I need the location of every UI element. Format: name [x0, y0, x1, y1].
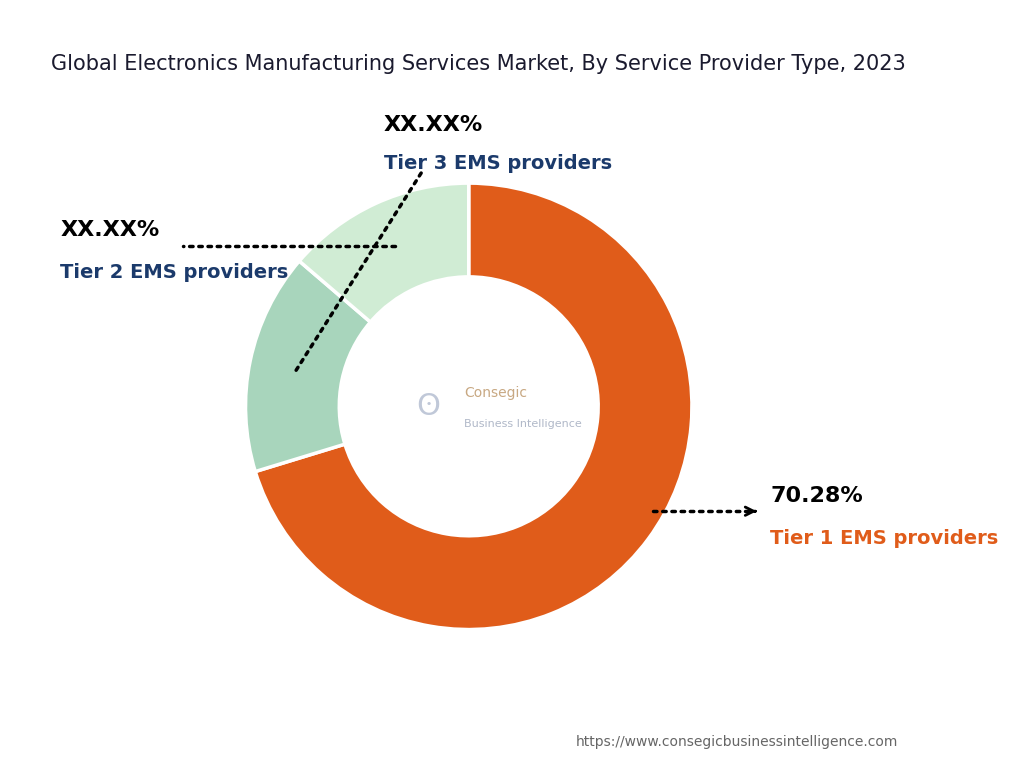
Text: Tier 3 EMS providers: Tier 3 EMS providers	[384, 154, 612, 173]
Text: Consegic: Consegic	[464, 386, 527, 400]
Text: ʘ: ʘ	[417, 392, 440, 421]
Text: Global Electronics Manufacturing Services Market, By Service Provider Type, 2023: Global Electronics Manufacturing Service…	[51, 54, 906, 74]
Text: https://www.consegicbusinessintelligence.com: https://www.consegicbusinessintelligence…	[577, 735, 898, 749]
Text: Business Intelligence: Business Intelligence	[464, 419, 582, 429]
Text: Tier 1 EMS providers: Tier 1 EMS providers	[770, 528, 998, 548]
Wedge shape	[246, 261, 371, 472]
Wedge shape	[299, 183, 469, 322]
Text: Tier 2 EMS providers: Tier 2 EMS providers	[60, 263, 289, 283]
Text: XX.XX%: XX.XX%	[60, 220, 160, 240]
Text: 70.28%: 70.28%	[770, 485, 863, 505]
Text: XX.XX%: XX.XX%	[384, 115, 483, 135]
Wedge shape	[255, 183, 692, 630]
